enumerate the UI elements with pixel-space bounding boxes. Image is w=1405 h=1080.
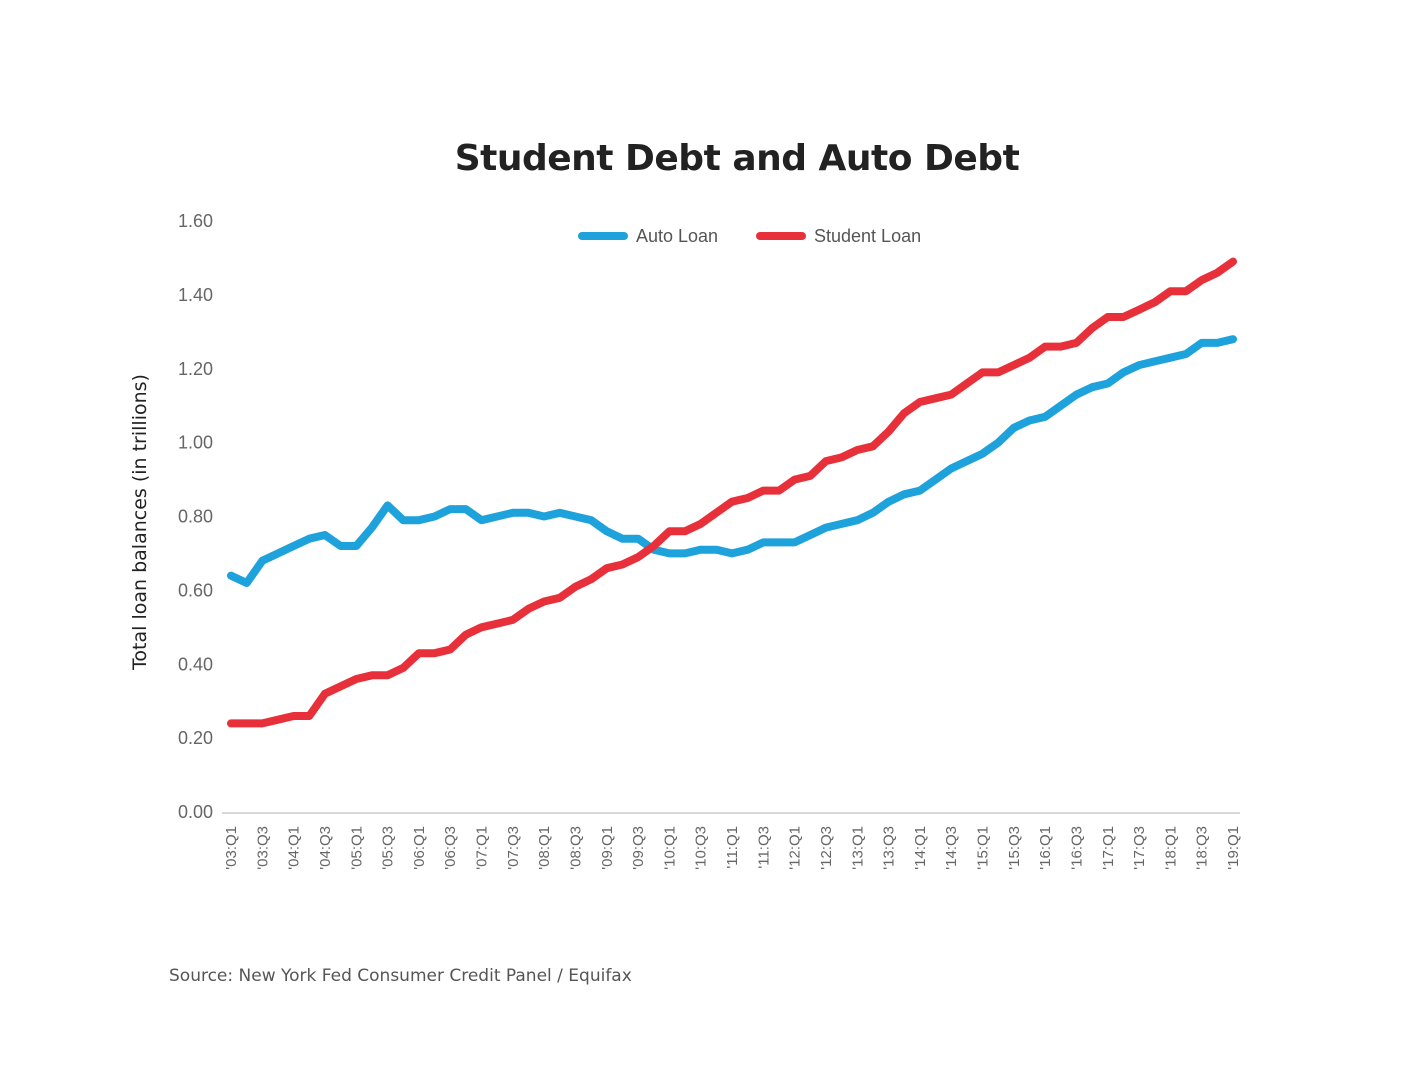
- x-tick-label: '18:Q3: [1194, 826, 1211, 870]
- x-tick-label: '13:Q3: [881, 826, 898, 870]
- legend: Auto Loan Student Loan: [578, 226, 921, 246]
- legend-label: Auto Loan: [636, 226, 718, 246]
- series-line-auto-loan: [227, 335, 1237, 587]
- y-tick-label: 1.40: [178, 285, 213, 305]
- x-tick-label: '12:Q3: [818, 826, 835, 870]
- x-tick-label: '15:Q3: [1006, 826, 1023, 870]
- x-tick-label: '06:Q3: [442, 826, 459, 870]
- x-tick-label: '09:Q1: [599, 826, 616, 870]
- x-tick-label: '14:Q1: [912, 826, 929, 870]
- y-axis-label: Total loan balances (in trillions): [129, 374, 151, 671]
- x-tick-label: '05:Q3: [380, 826, 397, 870]
- x-tick-label: '11:Q3: [755, 826, 772, 869]
- y-tick-label: 1.60: [178, 211, 213, 231]
- y-tick-label: 0.80: [178, 507, 213, 527]
- x-tick-label: '11:Q1: [724, 826, 741, 869]
- x-tick-label: '17:Q3: [1131, 826, 1148, 870]
- x-tick-label: '10:Q3: [693, 826, 710, 870]
- x-tick-label: '07:Q3: [505, 826, 522, 870]
- y-tick-label: 0.40: [178, 654, 213, 674]
- x-tick-label: '16:Q3: [1068, 826, 1085, 870]
- x-tick-label: '14:Q3: [943, 826, 960, 870]
- y-tick-label: 0.60: [178, 580, 213, 600]
- y-tick-label: 0.00: [178, 802, 213, 822]
- y-axis-ticks: 0.00 0.20 0.40 0.60 0.80 1.00 1.20 1.40 1.60: [178, 211, 213, 822]
- x-tick-label: '17:Q1: [1100, 826, 1117, 870]
- x-tick-label: '03:Q1: [223, 826, 240, 870]
- x-tick-label: '04:Q1: [286, 826, 303, 870]
- x-tick-label: '10:Q1: [661, 826, 678, 870]
- chart-title: Student Debt and Auto Debt: [455, 138, 1020, 179]
- x-tick-label: '16:Q1: [1037, 826, 1054, 870]
- x-tick-label: '05:Q1: [348, 826, 365, 870]
- source-note: Source: New York Fed Consumer Credit Pan…: [169, 966, 632, 986]
- x-tick-label: '08:Q3: [567, 826, 584, 870]
- x-tick-label: '15:Q1: [975, 826, 992, 870]
- x-tick-label: '12:Q1: [787, 826, 804, 870]
- x-tick-label: '08:Q1: [536, 826, 553, 870]
- legend-label: Student Loan: [814, 226, 921, 246]
- x-tick-label: '09:Q3: [630, 826, 647, 870]
- y-tick-label: 1.00: [178, 433, 213, 453]
- x-axis-ticks: '03:Q1 '03:Q3 '04:Q1 '04:Q3 '05:Q1 '05:Q3 '06:…: [223, 826, 1242, 870]
- series-line-student-loan: [227, 257, 1237, 728]
- x-tick-label: '18:Q1: [1162, 826, 1179, 870]
- x-tick-label: '06:Q1: [411, 826, 428, 870]
- y-tick-label: 1.20: [178, 359, 213, 379]
- series-lines: [227, 257, 1237, 728]
- x-tick-label: '19:Q1: [1225, 826, 1242, 870]
- x-tick-label: '04:Q3: [317, 826, 334, 870]
- y-tick-label: 0.20: [178, 728, 213, 748]
- x-tick-label: '03:Q3: [254, 826, 271, 870]
- x-tick-label: '13:Q1: [849, 826, 866, 870]
- x-tick-label: '07:Q1: [474, 826, 491, 870]
